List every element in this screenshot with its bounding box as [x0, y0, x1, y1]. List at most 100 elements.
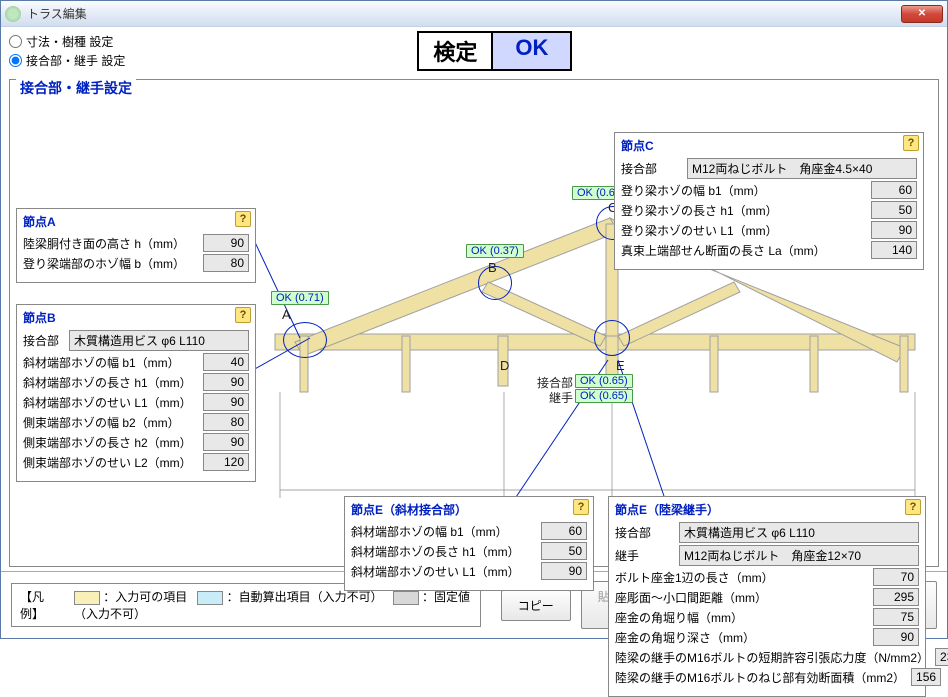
node-label-d: D — [500, 358, 509, 373]
help-icon[interactable]: ? — [903, 135, 919, 151]
node-circle-a — [283, 322, 327, 358]
panel-a-value[interactable]: 90 — [203, 234, 249, 252]
ok-badge-e-splice: OK (0.65) — [575, 389, 633, 403]
panel-e1-label: 斜材端部ホゾの幅 b1（mm） — [351, 523, 508, 540]
panel-e2-row: 座彫面～小口間距離（mm） 295 — [615, 588, 919, 606]
panel-b-label: 斜材端部ホゾの長さ h1（mm） — [23, 374, 192, 391]
node-circle-e — [594, 320, 630, 356]
panel-e2-joint-label: 接合部 — [615, 524, 651, 541]
panel-e1-label: 斜材端部ホゾのせい L1（mm） — [351, 563, 520, 580]
panel-b-value[interactable]: 90 — [203, 393, 249, 411]
panel-b-label: 斜材端部ホゾのせい L1（mm） — [23, 394, 192, 411]
radio-joint[interactable]: 接合部・継手 設定 — [9, 52, 125, 69]
node-label-e: E — [616, 358, 625, 373]
legend-label: ：入力可の項目 — [100, 590, 187, 604]
panel-b-value[interactable]: 80 — [203, 413, 249, 431]
panel-e2-label: ボルト座金1辺の長さ（mm） — [615, 569, 774, 586]
radio-dimension-label: 寸法・樹種 設定 — [26, 33, 113, 50]
window-title: トラス編集 — [27, 5, 901, 22]
panel-e2-splice-value[interactable]: M12両ねじボルト 角座金12×70 — [679, 545, 919, 566]
panel-e2-value[interactable]: 295 — [873, 588, 919, 606]
panel-c-row: 登り梁ホゾの長さ h1（mm）50 — [621, 201, 917, 219]
titlebar: トラス編集 ✕ — [1, 1, 947, 27]
panel-c-value[interactable]: 140 — [871, 241, 917, 259]
panel-b-row: 側束端部ホゾの長さ h2（mm） 90 — [23, 433, 249, 451]
panel-e2-joint-value[interactable]: 木質構造用ビス φ6 L110 — [679, 522, 919, 543]
panel-e2-row: ボルト座金1辺の長さ（mm） 70 — [615, 568, 919, 586]
panel-e1-value[interactable]: 50 — [541, 542, 587, 560]
panel-b-label: 側束端部ホゾの長さ h2（mm） — [23, 434, 192, 451]
panel-a-label: 陸梁胴付き面の高さ h（mm） — [23, 235, 185, 252]
panel-b-label: 斜材端部ホゾの幅 b1（mm） — [23, 354, 180, 371]
panel-b-label: 側束端部ホゾのせい L2（mm） — [23, 454, 192, 471]
panel-e2-value[interactable]: 70 — [873, 568, 919, 586]
legend-title: 【凡例】 — [20, 588, 60, 622]
kentei-value: OK — [493, 33, 570, 69]
panel-a-title: 節点A — [23, 213, 56, 230]
panel-e2-value[interactable]: 90 — [873, 628, 919, 646]
panel-e2-label: 座金の角堀り深さ（mm） — [615, 629, 755, 646]
app-icon — [5, 6, 21, 22]
panel-b-joint-label: 接合部 — [23, 332, 59, 349]
panel-a: 節点A ? 陸梁胴付き面の高さ h（mm） 90 登り梁端部のホゾ幅 b（mm）80 — [16, 208, 256, 283]
panel-e2-label: 陸梁の継手のM16ボルトのねじ部有効断面積（mm2） — [615, 669, 905, 686]
copy-button[interactable]: コピー — [501, 590, 571, 621]
panel-c-joint-value[interactable]: M12両ねじボルト 角座金4.5×40 — [687, 158, 917, 179]
legend-item: ：自動算出項目（入力不可） — [197, 590, 382, 604]
panel-c-label: 真束上端部せん断面の長さ La（mm） — [621, 242, 826, 259]
panel-c-row: 登り梁ホゾの幅 b1（mm） 60 — [621, 181, 917, 199]
panel-c-row: 真束上端部せん断面の長さ La（mm） 140 — [621, 241, 917, 259]
legend-swatch — [74, 591, 100, 605]
panel-e2-value[interactable]: 234 — [935, 648, 948, 666]
panel-e2-label: 座彫面～小口間距離（mm） — [615, 589, 767, 606]
panel-b-value[interactable]: 120 — [203, 453, 249, 471]
legend-swatch — [197, 591, 223, 605]
radio-dimension[interactable]: 寸法・樹種 設定 — [9, 33, 125, 50]
panel-b-value[interactable]: 90 — [203, 433, 249, 451]
panel-e2-row: 座金の角堀り深さ（mm） 90 — [615, 628, 919, 646]
panel-e1-label: 斜材端部ホゾの長さ h1（mm） — [351, 543, 520, 560]
panel-e2-label: 座金の角堀り幅（mm） — [615, 609, 743, 626]
panel-c-joint-label: 接合部 — [621, 160, 657, 177]
help-icon[interactable]: ? — [235, 307, 251, 323]
panel-a-value[interactable]: 80 — [203, 254, 249, 272]
help-icon[interactable]: ? — [573, 499, 589, 515]
kentei-label: 検定 — [419, 33, 493, 69]
panel-c-label: 登り梁ホゾのせい L1（mm） — [621, 222, 778, 239]
topbar: 寸法・樹種 設定 接合部・継手 設定 検定 OK — [1, 27, 947, 75]
panel-e2-splice-label: 継手 — [615, 547, 639, 564]
panel-c-title: 節点C — [621, 137, 654, 154]
panel-e1: 節点E（斜材接合部） ? 斜材端部ホゾの幅 b1（mm） 60 斜材端部ホゾの長さ … — [344, 496, 594, 591]
panel-c-value[interactable]: 90 — [871, 221, 917, 239]
panel-b-row: 側束端部ホゾの幅 b2（mm）80 — [23, 413, 249, 431]
panel-e2-row: 陸梁の継手のM16ボルトの短期許容引張応力度（N/mm2）234 — [615, 648, 919, 666]
main-frame: 接合部・継手設定 — [9, 79, 939, 567]
panel-e1-value[interactable]: 60 — [541, 522, 587, 540]
close-button[interactable]: ✕ — [901, 5, 943, 23]
panel-b-value[interactable]: 40 — [203, 353, 249, 371]
panel-c-value[interactable]: 60 — [871, 181, 917, 199]
panel-e2-title: 節点E（陸梁継手） — [615, 501, 719, 518]
window: トラス編集 ✕ 寸法・樹種 設定 接合部・継手 設定 検定 OK 接合部・継手設… — [0, 0, 948, 639]
panel-e2-value[interactable]: 156 — [911, 668, 941, 686]
help-icon[interactable]: ? — [235, 211, 251, 227]
panel-c-label: 登り梁ホゾの幅 b1（mm） — [621, 182, 766, 199]
panel-e1-title: 節点E（斜材接合部） — [351, 501, 467, 518]
panel-b-joint-value[interactable]: 木質構造用ビス φ6 L110 — [69, 330, 249, 351]
panel-b-value[interactable]: 90 — [203, 373, 249, 391]
panel-c-joint-row: 接合部 M12両ねじボルト 角座金4.5×40 — [621, 158, 917, 179]
help-icon[interactable]: ? — [905, 499, 921, 515]
panel-e2-label: 陸梁の継手のM16ボルトの短期許容引張応力度（N/mm2） — [615, 649, 929, 666]
panel-c-row: 登り梁ホゾのせい L1（mm） 90 — [621, 221, 917, 239]
panel-e1-value[interactable]: 90 — [541, 562, 587, 580]
ok-badge-a: OK (0.71) — [271, 291, 329, 305]
panel-c-value[interactable]: 50 — [871, 201, 917, 219]
panel-a-row: 登り梁端部のホゾ幅 b（mm）80 — [23, 254, 249, 272]
panel-e2-value[interactable]: 75 — [873, 608, 919, 626]
ok-badge-b: OK (0.37) — [466, 244, 524, 258]
legend-label: ：自動算出項目（入力不可） — [223, 590, 382, 604]
panel-b-row: 斜材端部ホゾの長さ h1（mm） 90 — [23, 373, 249, 391]
panel-b-row: 斜材端部ホゾのせい L1（mm） 90 — [23, 393, 249, 411]
panel-b-row: 斜材端部ホゾの幅 b1（mm） 40 — [23, 353, 249, 371]
ok-badge-e-joint: OK (0.65) — [575, 374, 633, 388]
